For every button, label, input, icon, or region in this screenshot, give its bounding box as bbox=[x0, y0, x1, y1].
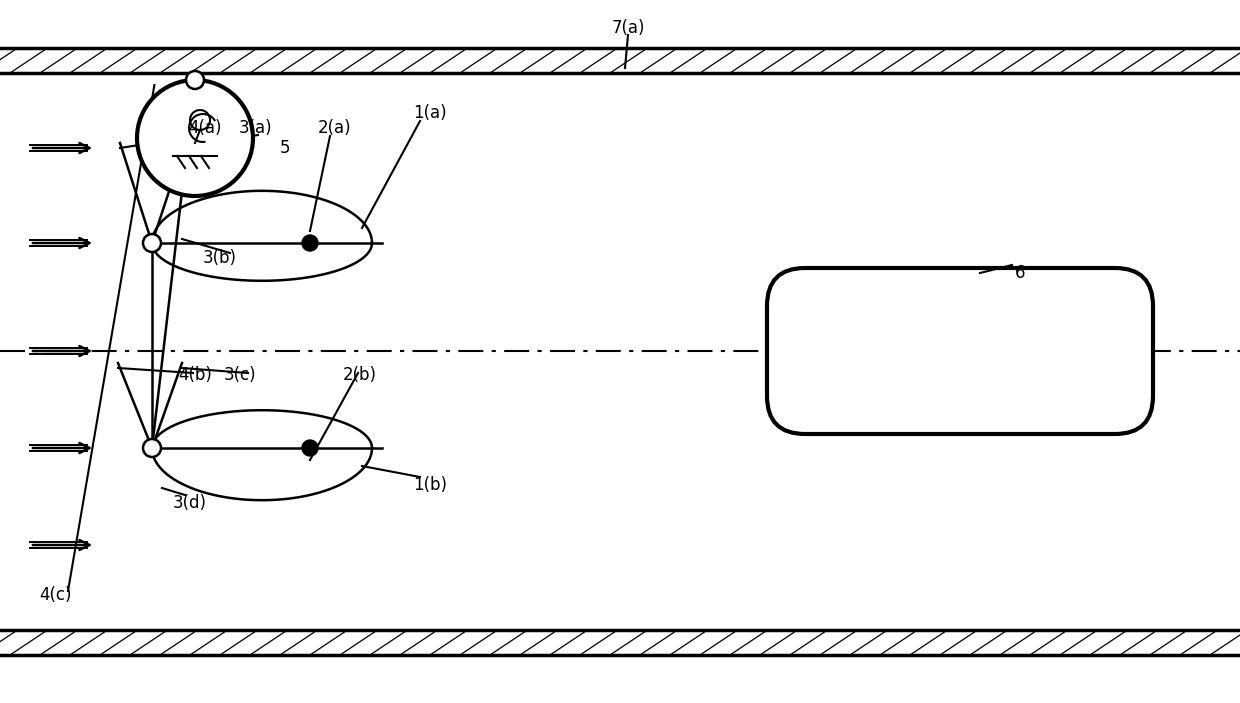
Text: 5: 5 bbox=[280, 139, 290, 157]
Circle shape bbox=[136, 80, 253, 196]
Text: 3(d): 3(d) bbox=[174, 494, 207, 512]
Text: 2(a): 2(a) bbox=[319, 119, 352, 137]
Circle shape bbox=[303, 235, 317, 251]
Text: 2(b): 2(b) bbox=[343, 366, 377, 384]
Text: 6: 6 bbox=[1014, 264, 1025, 282]
Text: 3(a): 3(a) bbox=[238, 119, 272, 137]
Text: 7(a): 7(a) bbox=[611, 19, 645, 37]
Text: 1(b): 1(b) bbox=[413, 476, 446, 494]
Text: 1(a): 1(a) bbox=[413, 104, 446, 122]
Text: 4(a): 4(a) bbox=[188, 119, 222, 137]
Text: 3(c): 3(c) bbox=[223, 366, 257, 384]
Circle shape bbox=[190, 110, 210, 130]
FancyBboxPatch shape bbox=[768, 268, 1153, 434]
Text: 4(b): 4(b) bbox=[179, 366, 212, 384]
Circle shape bbox=[143, 439, 161, 457]
Text: 4(c): 4(c) bbox=[38, 586, 71, 604]
Text: 3(b): 3(b) bbox=[203, 249, 237, 267]
Circle shape bbox=[143, 234, 161, 252]
Circle shape bbox=[186, 71, 205, 89]
Circle shape bbox=[303, 440, 317, 456]
